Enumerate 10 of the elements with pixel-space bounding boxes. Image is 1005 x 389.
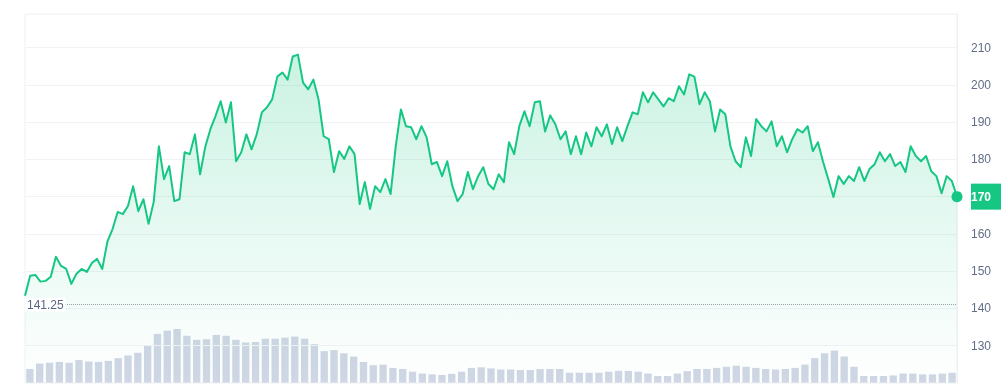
y-tick-label: 200 — [971, 77, 992, 92]
y-tick-label: 190 — [971, 115, 992, 130]
y-tick-label: 170 — [971, 189, 992, 204]
ref-line-label: 141.25 — [27, 297, 65, 312]
y-tick-label: 160 — [971, 226, 992, 241]
y-tick-label: 140 — [971, 301, 992, 316]
y-tick-label: 210 — [971, 40, 992, 55]
y-tick-label: 130 — [971, 338, 992, 353]
y-tick-label: 150 — [971, 264, 992, 279]
y-tick-label: 180 — [971, 152, 992, 167]
